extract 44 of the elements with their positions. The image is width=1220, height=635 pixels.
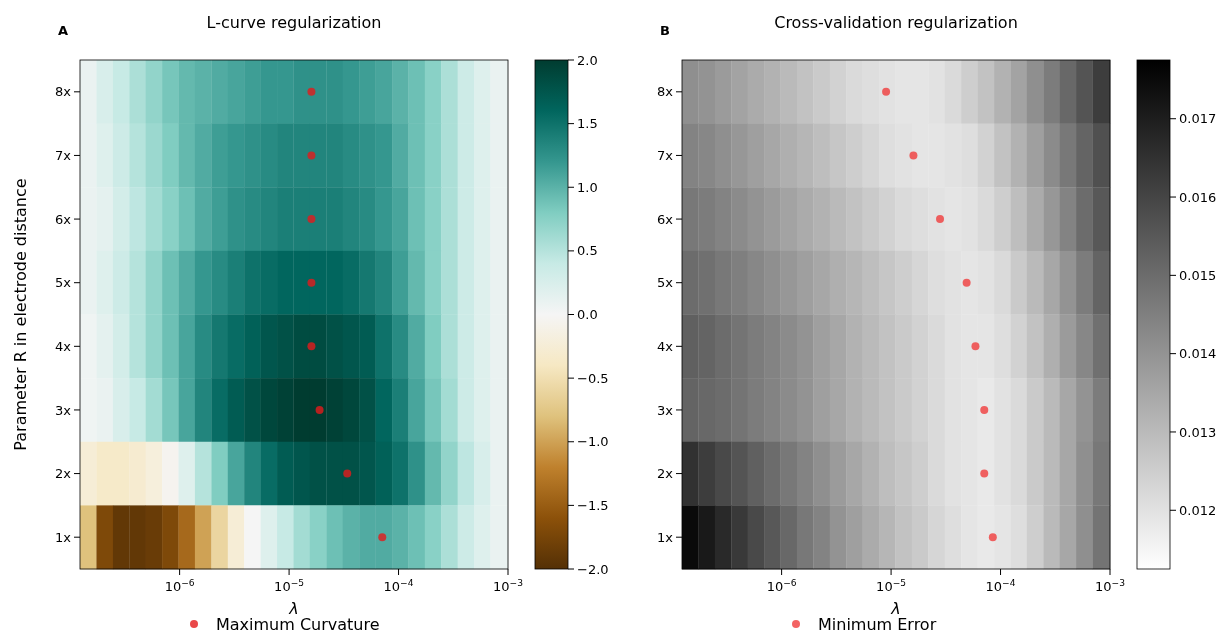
x-tick-label: 10$^{−3}$ [1095,578,1126,594]
y-tick-label: 6x [657,211,674,227]
x-tick-label: 10$^{−4}$ [383,578,414,594]
x-tick-label: 10$^{−3}$ [493,578,524,594]
y-tick-label: 1x [657,529,674,545]
y-tick-label: 2x [55,466,72,482]
y-tick-label: 5x [657,275,674,291]
y-tick-label: 5x [55,275,72,291]
x-tick-label: 10$^{−6}$ [766,578,797,594]
chart-title: L-curve regularization [206,13,382,32]
color-bar-label: −0.5 [577,370,609,386]
y-tick-label: 3x [657,402,674,418]
color-bar-label: 0.015 [1179,267,1217,283]
color-bar-label: −2.0 [577,561,609,577]
x-tick-label: 10$^{−4}$ [985,578,1016,594]
color-bar-label: 0.013 [1179,424,1217,440]
text: B [660,23,670,38]
y-tick-label: 6x [55,211,72,227]
color-bar-label: 0.012 [1179,502,1217,518]
color-bar-label: 0.0 [577,307,598,323]
color-bar-label: 1.0 [577,179,598,195]
color-bar-label: −1.5 [577,497,609,513]
x-tick-label: 10$^{−6}$ [164,578,195,594]
y-tick-label: 4x [657,338,674,354]
color-bar-label: −1.0 [577,434,609,450]
y-tick-label: 1x [55,529,72,545]
y-tick-label: 8x [55,84,72,100]
chart-title: Cross-validation regularization [774,13,1018,32]
y-tick-label: 3x [55,402,72,418]
y-tick-label: 7x [657,147,674,163]
color-bar-label: 0.5 [577,243,598,259]
color-bar-label: 0.014 [1179,346,1217,362]
color-bar-label: 1.5 [577,116,598,132]
color-bar-label: 0.017 [1179,111,1217,127]
y-tick-label: 4x [55,338,72,354]
y-tick-label: 7x [55,147,72,163]
color-bar-label: 0.016 [1179,189,1217,205]
y-tick-label: 2x [657,466,674,482]
x-tick-label: 10$^{−5}$ [876,578,907,594]
x-tick-label: 10$^{−5}$ [274,578,305,594]
text: A [57,23,69,38]
color-bar-label: 2.0 [577,52,598,68]
y-axis-title: Parameter R in electrode distance [11,178,30,451]
y-tick-label: 8x [657,84,674,100]
